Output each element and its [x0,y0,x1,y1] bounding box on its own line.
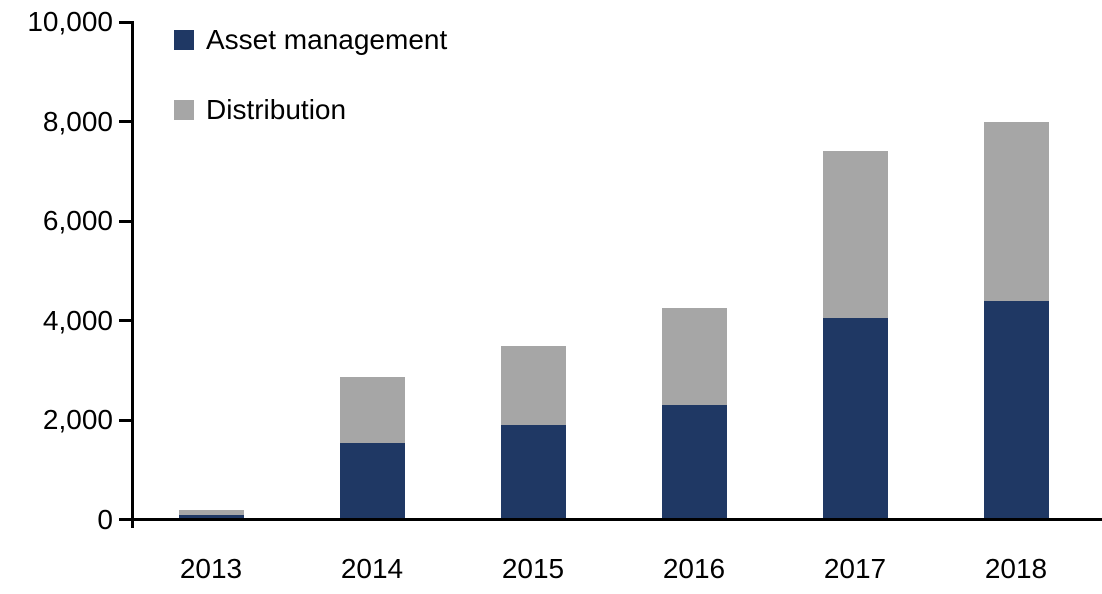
y-axis-tick-mark [119,319,132,322]
bar-distribution-2017 [823,151,888,319]
bar-distribution-2014 [340,377,405,443]
y-axis-tick-label-6000: 6,000 [42,205,113,236]
bar-distribution-2018 [984,121,1049,301]
y-axis-tick-mark [119,518,132,521]
x-axis-category-label-2015: 2015 [501,553,565,584]
y-axis-tick-label-0: 0 [97,504,113,535]
y-axis-tick-mark [119,220,132,223]
y-axis-tick-mark [119,120,132,123]
x-axis-category-label-2013: 2013 [179,553,243,584]
legend-label-distribution: Distribution [206,94,347,125]
bar-distribution-2015 [501,345,566,426]
bar-asset-management-2018 [984,300,1049,520]
bar-asset-management-2015 [501,425,566,520]
bar-asset-management-2016 [662,405,727,520]
y-axis-tick-label-2000: 2,000 [42,404,113,435]
x-axis-category-label-2017: 2017 [823,553,887,584]
x-axis-category-label-2014: 2014 [340,553,404,584]
legend-label-asset-management: Asset management [206,24,448,55]
x-axis-line [131,518,1102,521]
bar-distribution-2016 [662,308,727,406]
legend-item-asset-management: Asset management [174,24,447,55]
legend: Asset management Distribution [174,24,447,170]
y-axis-tick-mark [119,21,132,24]
y-axis-line [131,21,134,528]
legend-swatch-distribution-icon [174,100,194,120]
legend-item-distribution: Distribution [174,94,447,125]
x-axis-category-label-2018: 2018 [984,553,1048,584]
bar-asset-management-2017 [823,318,888,520]
y-axis-tick-label-8000: 8,000 [42,106,113,137]
legend-swatch-asset-management-icon [174,30,194,50]
bar-asset-management-2014 [340,442,405,520]
x-axis-category-label-2016: 2016 [662,553,726,584]
bar-asset-management-2013 [179,514,244,520]
y-axis-tick-label-4000: 4,000 [42,305,113,336]
y-axis-tick-mark [119,419,132,422]
y-axis-tick-label-10000: 10,000 [27,6,113,37]
bar-distribution-2013 [179,509,244,515]
